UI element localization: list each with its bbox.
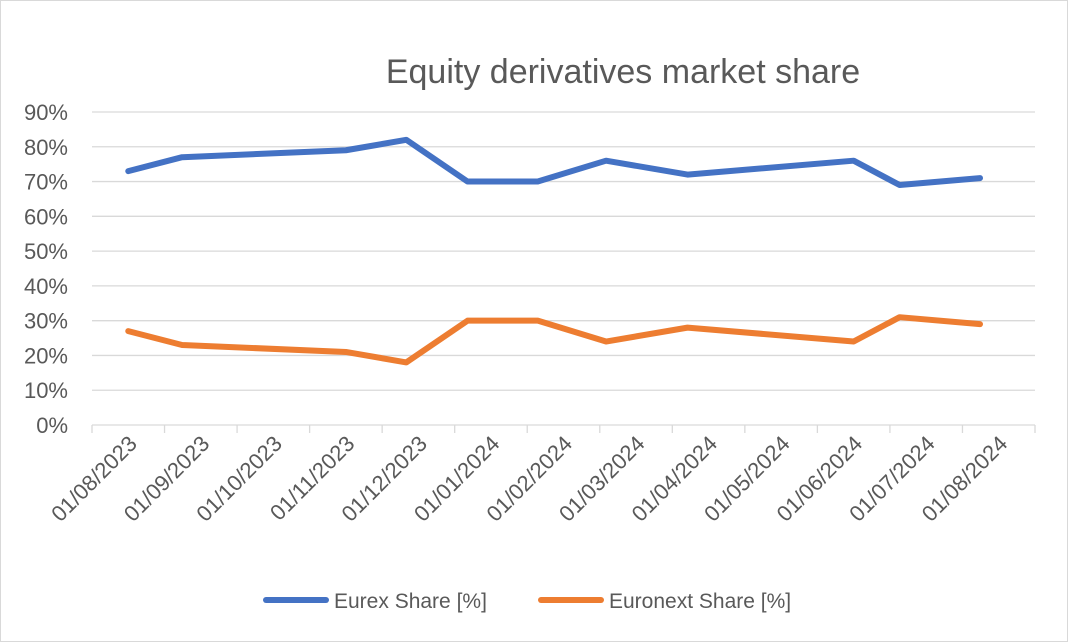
data-point xyxy=(181,344,183,346)
data-point xyxy=(537,320,539,322)
y-tick-label: 60% xyxy=(24,204,68,229)
y-tick-label: 40% xyxy=(24,274,68,299)
y-tick-label: 30% xyxy=(24,309,68,334)
y-tick-label: 0% xyxy=(36,413,68,438)
data-point xyxy=(979,177,981,179)
data-point xyxy=(345,351,347,353)
legend-item: Eurex Share [%] xyxy=(263,590,487,613)
y-tick-label: 90% xyxy=(24,100,68,125)
legend-label: Eurex Share [%] xyxy=(334,590,487,613)
data-point xyxy=(687,327,689,329)
series-euronext xyxy=(125,314,984,366)
data-point xyxy=(605,160,607,162)
legend-item: Euronext Share [%] xyxy=(538,590,791,613)
gridlines xyxy=(92,111,1035,426)
y-tick-label: 10% xyxy=(24,378,68,403)
data-point xyxy=(405,139,407,141)
data-point xyxy=(687,174,689,176)
data-point xyxy=(853,341,855,343)
series-lines xyxy=(125,136,984,366)
y-tick-label: 20% xyxy=(24,343,68,368)
data-point xyxy=(405,361,407,363)
series-eurex xyxy=(125,136,984,189)
legend: Eurex Share [%] Euronext Share [%] xyxy=(263,590,791,613)
data-point xyxy=(537,181,539,183)
y-tick-label: 80% xyxy=(24,135,68,160)
data-point xyxy=(467,181,469,183)
data-point xyxy=(979,323,981,325)
data-point xyxy=(127,330,129,332)
chart-title: Equity derivatives market share xyxy=(386,53,860,91)
data-point xyxy=(467,320,469,322)
data-point xyxy=(181,156,183,158)
data-point xyxy=(127,170,129,172)
y-tick-label: 50% xyxy=(24,239,68,264)
y-axis-ticks: 0% 10% 20% 30% 40% 50% 60% 70% 80% 90% xyxy=(24,100,68,438)
legend-label: Euronext Share [%] xyxy=(609,590,791,613)
data-point xyxy=(899,184,901,186)
data-point xyxy=(853,160,855,162)
y-tick-label: 70% xyxy=(24,170,68,195)
data-point xyxy=(345,149,347,151)
data-point xyxy=(605,341,607,343)
x-axis-ticks: 01/08/202301/09/202301/10/202301/11/2023… xyxy=(46,425,1036,526)
data-point xyxy=(899,316,901,318)
